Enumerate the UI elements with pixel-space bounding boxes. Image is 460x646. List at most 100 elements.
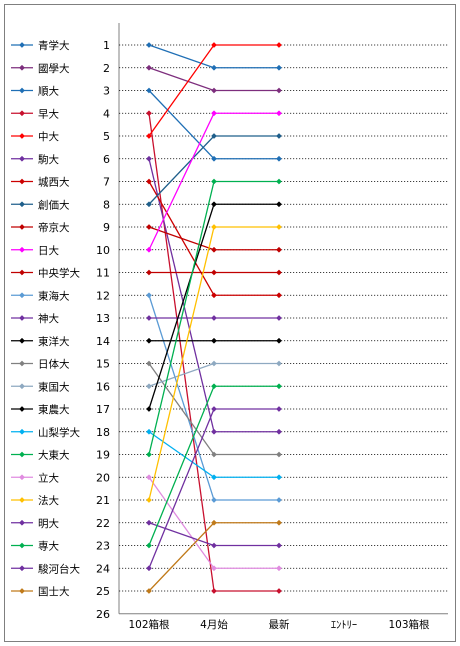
series-line — [146, 519, 282, 549]
legend-label: 駿河台大 — [38, 562, 80, 575]
legend-swatch-marker — [19, 519, 25, 526]
legend-item: 早大 — [11, 107, 59, 120]
data-point — [211, 337, 217, 344]
data-point — [276, 315, 282, 321]
data-point — [276, 588, 282, 594]
series-line — [146, 201, 282, 412]
data-point — [146, 406, 152, 412]
legend-swatch-marker — [19, 224, 25, 230]
legend-swatch-marker — [19, 451, 25, 458]
data-point — [146, 337, 152, 344]
data-point — [211, 224, 217, 230]
y-tick-label: 21 — [96, 494, 110, 507]
data-point — [211, 360, 217, 367]
data-point — [211, 565, 217, 572]
legend-swatch-marker — [19, 269, 25, 276]
series-line — [146, 64, 282, 94]
data-point — [276, 292, 282, 299]
y-tick-label: 10 — [96, 244, 110, 257]
data-point — [211, 178, 217, 185]
legend-item: 日体大 — [11, 358, 70, 371]
legend-swatch-marker — [19, 542, 25, 549]
y-tick-label: 17 — [96, 403, 110, 416]
series-path — [148, 522, 279, 592]
y-tick-label: 6 — [103, 153, 110, 166]
legend-item: 神大 — [11, 312, 59, 325]
legend-item: 駿河台大 — [11, 562, 80, 575]
data-point — [276, 155, 282, 162]
legend-swatch-marker — [19, 64, 25, 71]
series-line — [146, 133, 282, 208]
data-point — [146, 224, 152, 230]
legend-item: 専大 — [11, 540, 59, 553]
legend-item: 城西大 — [11, 176, 70, 189]
legend-label: 専大 — [38, 540, 59, 553]
legend-label: 創価大 — [38, 198, 70, 211]
x-tick-label: 103箱根 — [388, 618, 430, 631]
data-point — [276, 383, 282, 390]
data-point — [146, 383, 152, 390]
y-tick-label: 2 — [103, 62, 110, 75]
series-line — [146, 42, 282, 139]
legend-item: 東海大 — [11, 289, 70, 302]
data-point — [276, 64, 282, 71]
legend-label: 順大 — [38, 85, 59, 98]
data-point — [146, 315, 152, 321]
legend-label: 神大 — [38, 312, 59, 325]
legend-label: 法大 — [38, 494, 59, 507]
legend-swatch-marker — [19, 497, 25, 503]
data-point — [211, 42, 217, 48]
data-point — [146, 519, 152, 526]
data-point — [146, 269, 152, 276]
y-tick-label: 1 — [103, 39, 110, 52]
data-point — [276, 360, 282, 367]
legend-label: 東国大 — [38, 380, 70, 393]
legend-swatch-marker — [19, 155, 25, 162]
data-point — [211, 451, 217, 458]
data-point — [211, 292, 217, 299]
legend-swatch-marker — [19, 474, 25, 481]
series-path — [148, 522, 279, 547]
series-line — [146, 87, 282, 162]
y-tick-label: 3 — [103, 85, 110, 98]
legend-swatch-marker — [19, 133, 25, 139]
data-point — [146, 565, 152, 572]
series-line — [146, 42, 282, 71]
legend-swatch-marker — [19, 406, 25, 412]
data-point — [211, 133, 217, 139]
series-path — [148, 135, 279, 205]
series-line — [146, 110, 282, 253]
y-tick-label: 12 — [96, 289, 110, 302]
data-point — [276, 87, 282, 94]
legend-item: 日大 — [11, 244, 59, 257]
legend-label: 山梨学大 — [38, 426, 80, 439]
data-point — [146, 246, 152, 253]
data-point — [276, 451, 282, 458]
data-point — [146, 542, 152, 549]
legend-label: 東農大 — [38, 403, 70, 416]
data-point — [276, 565, 282, 572]
y-tick-label: 13 — [96, 312, 110, 325]
legend-item: 東洋大 — [11, 335, 70, 348]
y-tick-label: 25 — [96, 585, 110, 598]
data-point — [211, 406, 217, 412]
data-point — [211, 87, 217, 94]
series-path — [148, 67, 279, 92]
legend-item: 法大 — [11, 494, 59, 507]
data-point — [276, 519, 282, 526]
data-point — [276, 224, 282, 230]
data-point — [211, 588, 217, 594]
series-path — [148, 203, 279, 410]
x-tick-label: 102箱根 — [128, 618, 170, 631]
y-tick-label: 19 — [96, 449, 110, 462]
y-tick-label: 9 — [103, 221, 110, 234]
y-tick-label: 11 — [96, 267, 110, 280]
data-point — [276, 178, 282, 185]
legend-swatch-marker — [19, 337, 25, 344]
legend-swatch-marker — [19, 178, 25, 185]
series-line — [146, 360, 282, 390]
series-path — [148, 44, 279, 69]
data-point — [146, 155, 152, 162]
data-point — [276, 337, 282, 344]
x-tick-label: ｴﾝﾄﾘｰ — [331, 619, 357, 631]
